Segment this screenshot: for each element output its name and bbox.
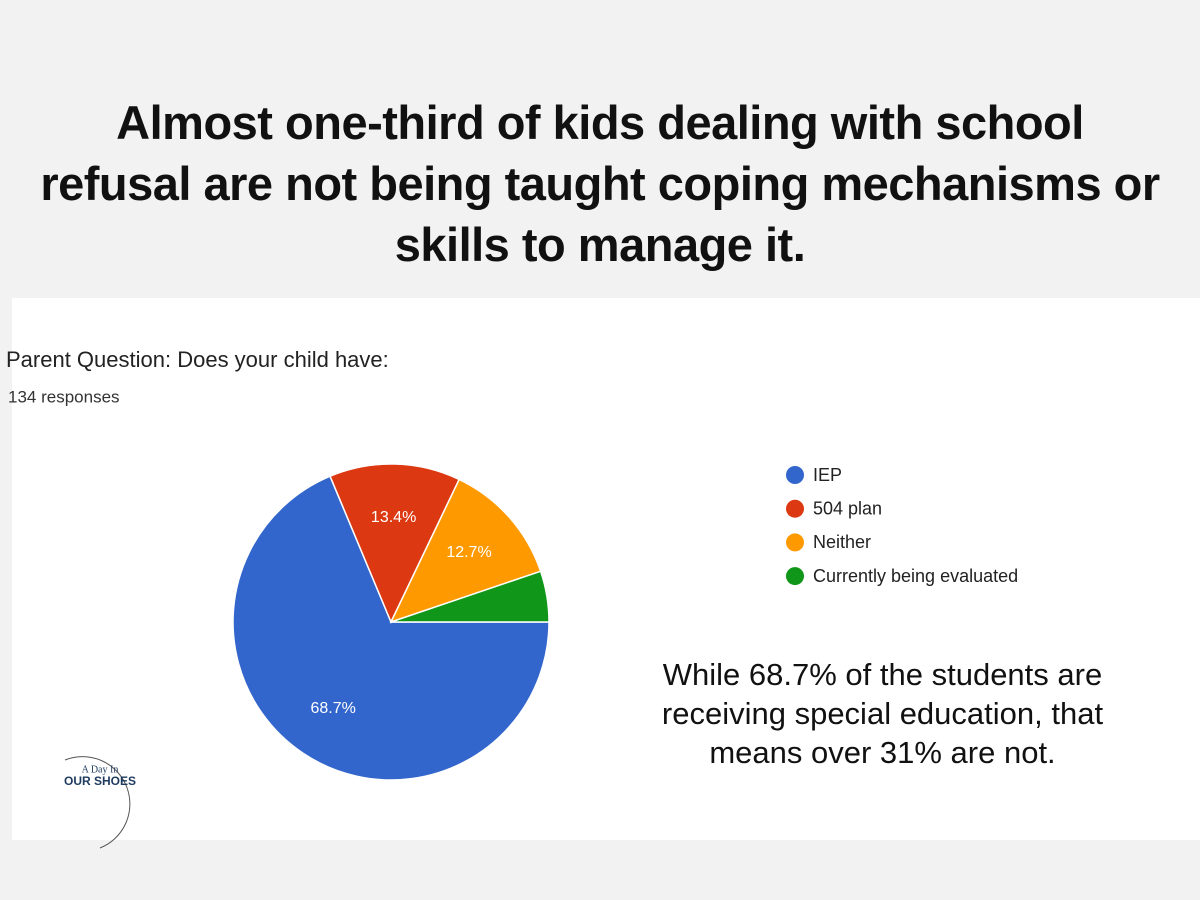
legend-marker [786, 567, 804, 586]
pie-slice [329, 463, 461, 624]
data-label: 12.7% [446, 544, 491, 561]
legend-marker [786, 499, 804, 518]
data-label: 13.4% [371, 509, 416, 526]
logo-text: A Day In [82, 764, 119, 775]
headline: Almost one-third of kids dealing with sc… [40, 96, 1160, 271]
pie-slice [232, 475, 550, 781]
pie-slice [390, 570, 550, 623]
legend-label: IEP [813, 465, 842, 485]
pie-slice [389, 478, 542, 624]
legend-marker [786, 533, 804, 552]
chart-subtitle: 134 responses [8, 387, 120, 406]
legend-marker [786, 466, 804, 484]
logo-text: OUR SHOES [64, 774, 136, 788]
chart-title: Parent Question: Does your child have: [6, 347, 389, 372]
chart-panel [12, 298, 1200, 840]
logo-arc [64, 756, 131, 849]
annotation: While 68.7% of the students are receivin… [661, 657, 1104, 770]
legend-label: Neither [813, 532, 871, 552]
data-label: 68.7% [311, 700, 356, 717]
logo: A Day In OUR SHOES [64, 756, 136, 849]
legend-label: Currently being evaluated [813, 566, 1018, 586]
legend-label: 504 plan [813, 498, 882, 518]
